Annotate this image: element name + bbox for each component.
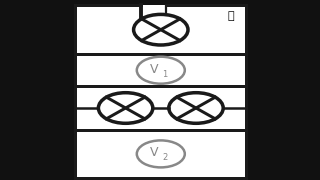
Text: 2: 2	[162, 153, 167, 162]
Text: 1: 1	[162, 70, 167, 79]
Text: 🍇: 🍇	[227, 11, 234, 21]
Circle shape	[137, 57, 185, 84]
FancyBboxPatch shape	[75, 5, 246, 178]
Text: $\mathsf{V}$: $\mathsf{V}$	[149, 147, 160, 159]
Text: $\mathsf{V}$: $\mathsf{V}$	[149, 63, 160, 76]
Circle shape	[137, 140, 185, 167]
